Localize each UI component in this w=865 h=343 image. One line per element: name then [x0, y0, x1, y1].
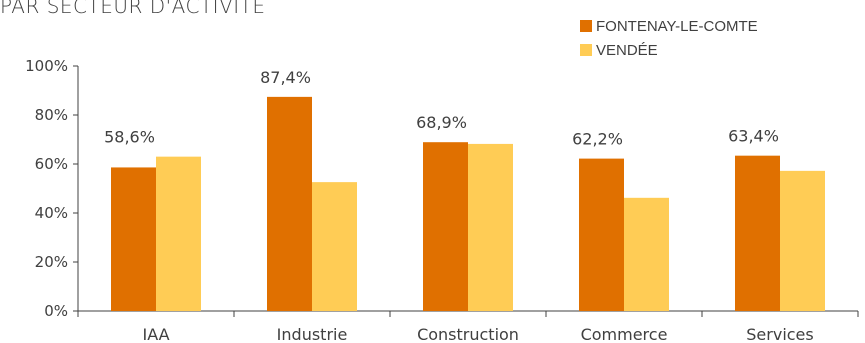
bar-fontenay: [735, 155, 780, 311]
x-tick-label: Industrie: [277, 325, 348, 343]
data-label: 68,9%: [416, 113, 467, 132]
data-label: 63,4%: [728, 127, 779, 146]
bar-fontenay: [579, 158, 624, 311]
y-tick-label: 20%: [35, 253, 68, 271]
bar-vendee: [780, 170, 825, 311]
legend-label-fontenay: FONTENAY-LE-COMTE: [596, 17, 758, 35]
y-tick-label: 80%: [35, 106, 68, 124]
y-tick-label: 60%: [35, 155, 68, 173]
legend: FONTENAY-LE-COMTE VENDÉE: [580, 14, 758, 62]
data-label: 62,2%: [572, 130, 623, 149]
x-tick-label: Services: [746, 325, 813, 343]
x-tick-label: IAA: [142, 325, 169, 343]
x-tick-label: Commerce: [581, 325, 668, 343]
x-tick-label: Construction: [417, 325, 519, 343]
y-tick-label: 0%: [44, 302, 68, 320]
chart-title: PAR SECTEUR D'ACTIVITÉ: [0, 0, 266, 18]
data-label: 58,6%: [104, 128, 155, 147]
legend-label-vendee: VENDÉE: [596, 41, 658, 59]
bar-fontenay: [111, 167, 156, 311]
bar-vendee: [156, 156, 201, 311]
bar-vendee: [468, 143, 513, 311]
bar-vendee: [312, 182, 357, 311]
y-tick-label: 40%: [35, 204, 68, 222]
bar-fontenay: [267, 96, 312, 312]
data-label: 87,4%: [260, 68, 311, 87]
legend-swatch-vendee: [580, 44, 592, 56]
legend-swatch-fontenay: [580, 20, 592, 32]
y-tick-label: 100%: [25, 57, 68, 75]
legend-item-fontenay: FONTENAY-LE-COMTE: [580, 14, 758, 38]
bar-vendee: [624, 197, 669, 311]
legend-item-vendee: VENDÉE: [580, 38, 758, 62]
bar-fontenay: [423, 142, 468, 311]
